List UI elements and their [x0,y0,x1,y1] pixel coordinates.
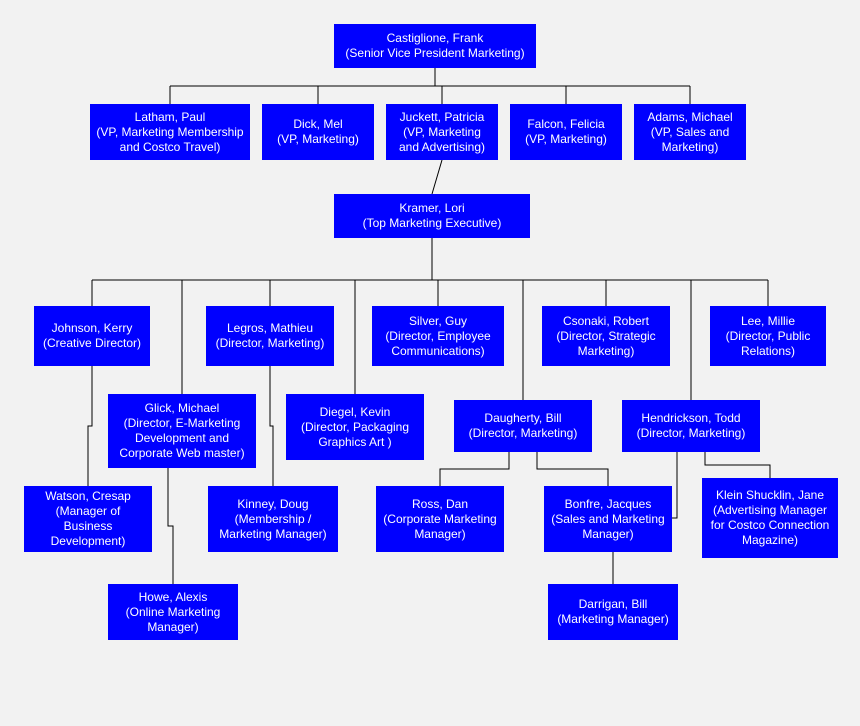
node-name: Kinney, Doug [237,497,308,512]
node-name: Kramer, Lori [399,201,464,216]
node-title: (VP, Marketing Membership and Costco Tra… [96,125,244,155]
org-node-bonfre: Bonfre, Jacques(Sales and Marketing Mana… [544,486,672,552]
node-title: (VP, Marketing) [525,132,607,147]
node-title: (Marketing Manager) [557,612,668,627]
node-name: Watson, Cresap [45,489,131,504]
node-title: (Senior Vice President Marketing) [345,46,524,61]
node-name: Csonaki, Robert [563,314,649,329]
org-node-falcon: Falcon, Felicia(VP, Marketing) [510,104,622,160]
org-node-silver: Silver, Guy(Director, Employee Communica… [372,306,504,366]
node-name: Lee, Millie [741,314,795,329]
edge [88,366,92,486]
org-node-hendrickson: Hendrickson, Todd(Director, Marketing) [622,400,760,452]
node-name: Diegel, Kevin [320,405,391,420]
node-name: Juckett, Patricia [400,110,485,125]
edge [537,452,608,486]
edge [705,452,770,478]
node-title: (Creative Director) [43,336,141,351]
node-name: Falcon, Felicia [527,117,604,132]
node-title: (Director, Public Relations) [716,329,820,359]
node-title: (Director, Employee Communications) [378,329,498,359]
node-name: Silver, Guy [409,314,467,329]
node-name: Howe, Alexis [139,590,208,605]
org-node-ross: Ross, Dan(Corporate Marketing Manager) [376,486,504,552]
org-node-csonaki: Csonaki, Robert(Director, Strategic Mark… [542,306,670,366]
edge [168,468,173,584]
node-title: (Advertising Manager for Costco Connecti… [708,503,832,548]
node-title: (Director, Marketing) [216,336,325,351]
node-title: (Sales and Marketing Manager) [550,512,666,542]
node-name: Bonfre, Jacques [565,497,652,512]
org-node-juckett: Juckett, Patricia(VP, Marketing and Adve… [386,104,498,160]
node-title: (Director, E-Marketing Development and C… [114,416,250,461]
org-node-watson: Watson, Cresap(Manager of Business Devel… [24,486,152,552]
node-name: Castiglione, Frank [387,31,484,46]
org-node-castiglione: Castiglione, Frank(Senior Vice President… [334,24,536,68]
org-node-legros: Legros, Mathieu(Director, Marketing) [206,306,334,366]
node-title: (Director, Marketing) [469,426,578,441]
node-name: Daugherty, Bill [484,411,561,426]
node-name: Dick, Mel [293,117,342,132]
edge [432,160,442,194]
node-title: (VP, Marketing) [277,132,359,147]
edge [440,452,509,486]
org-node-latham: Latham, Paul(VP, Marketing Membership an… [90,104,250,160]
org-node-dick: Dick, Mel(VP, Marketing) [262,104,374,160]
node-title: (Top Marketing Executive) [363,216,502,231]
edge [270,366,273,486]
org-node-kinney: Kinney, Doug(Membership / Marketing Mana… [208,486,338,552]
org-node-diegel: Diegel, Kevin(Director, Packaging Graphi… [286,394,424,460]
node-title: (Membership / Marketing Manager) [214,512,332,542]
org-node-glick: Glick, Michael(Director, E-Marketing Dev… [108,394,256,468]
node-name: Latham, Paul [135,110,206,125]
org-chart-canvas: Castiglione, Frank(Senior Vice President… [0,0,860,726]
node-name: Legros, Mathieu [227,321,313,336]
node-title: (Corporate Marketing Manager) [382,512,498,542]
org-node-howe: Howe, Alexis(Online Marketing Manager) [108,584,238,640]
node-title: (Manager of Business Development) [30,504,146,549]
node-title: (VP, Marketing and Advertising) [392,125,492,155]
node-name: Adams, Michael [647,110,732,125]
node-title: (Online Marketing Manager) [114,605,232,635]
org-node-adams: Adams, Michael(VP, Sales and Marketing) [634,104,746,160]
node-title: (Director, Packaging Graphics Art ) [292,420,418,450]
org-node-johnson: Johnson, Kerry(Creative Director) [34,306,150,366]
node-name: Johnson, Kerry [52,321,133,336]
node-name: Ross, Dan [412,497,468,512]
org-node-kramer: Kramer, Lori(Top Marketing Executive) [334,194,530,238]
org-node-daugherty: Daugherty, Bill(Director, Marketing) [454,400,592,452]
node-name: Darrigan, Bill [579,597,648,612]
node-title: (Director, Marketing) [637,426,746,441]
node-name: Hendrickson, Todd [641,411,740,426]
node-name: Klein Shucklin, Jane [716,488,824,503]
org-node-darrigan: Darrigan, Bill(Marketing Manager) [548,584,678,640]
node-title: (VP, Sales and Marketing) [640,125,740,155]
org-node-lee: Lee, Millie(Director, Public Relations) [710,306,826,366]
node-title: (Director, Strategic Marketing) [548,329,664,359]
node-name: Glick, Michael [145,401,220,416]
org-node-klein: Klein Shucklin, Jane(Advertising Manager… [702,478,838,558]
